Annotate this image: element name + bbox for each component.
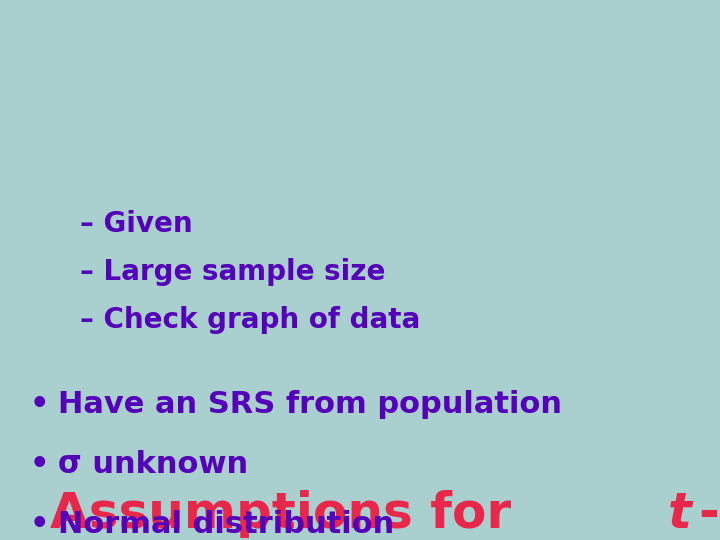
Text: – Check graph of data: – Check graph of data	[80, 306, 420, 334]
Text: – Large sample size: – Large sample size	[80, 258, 385, 286]
Text: •: •	[30, 450, 50, 479]
Text: σ unknown: σ unknown	[58, 450, 248, 479]
Text: – Given: – Given	[80, 210, 193, 238]
Text: Have an SRS from population: Have an SRS from population	[58, 390, 562, 419]
Text: -interval: -interval	[698, 490, 720, 538]
Text: Normal distribution: Normal distribution	[58, 510, 395, 539]
Text: •: •	[30, 510, 50, 539]
Text: •: •	[30, 390, 50, 419]
Text: t: t	[667, 490, 691, 538]
Text: Assumptions for: Assumptions for	[50, 490, 528, 538]
